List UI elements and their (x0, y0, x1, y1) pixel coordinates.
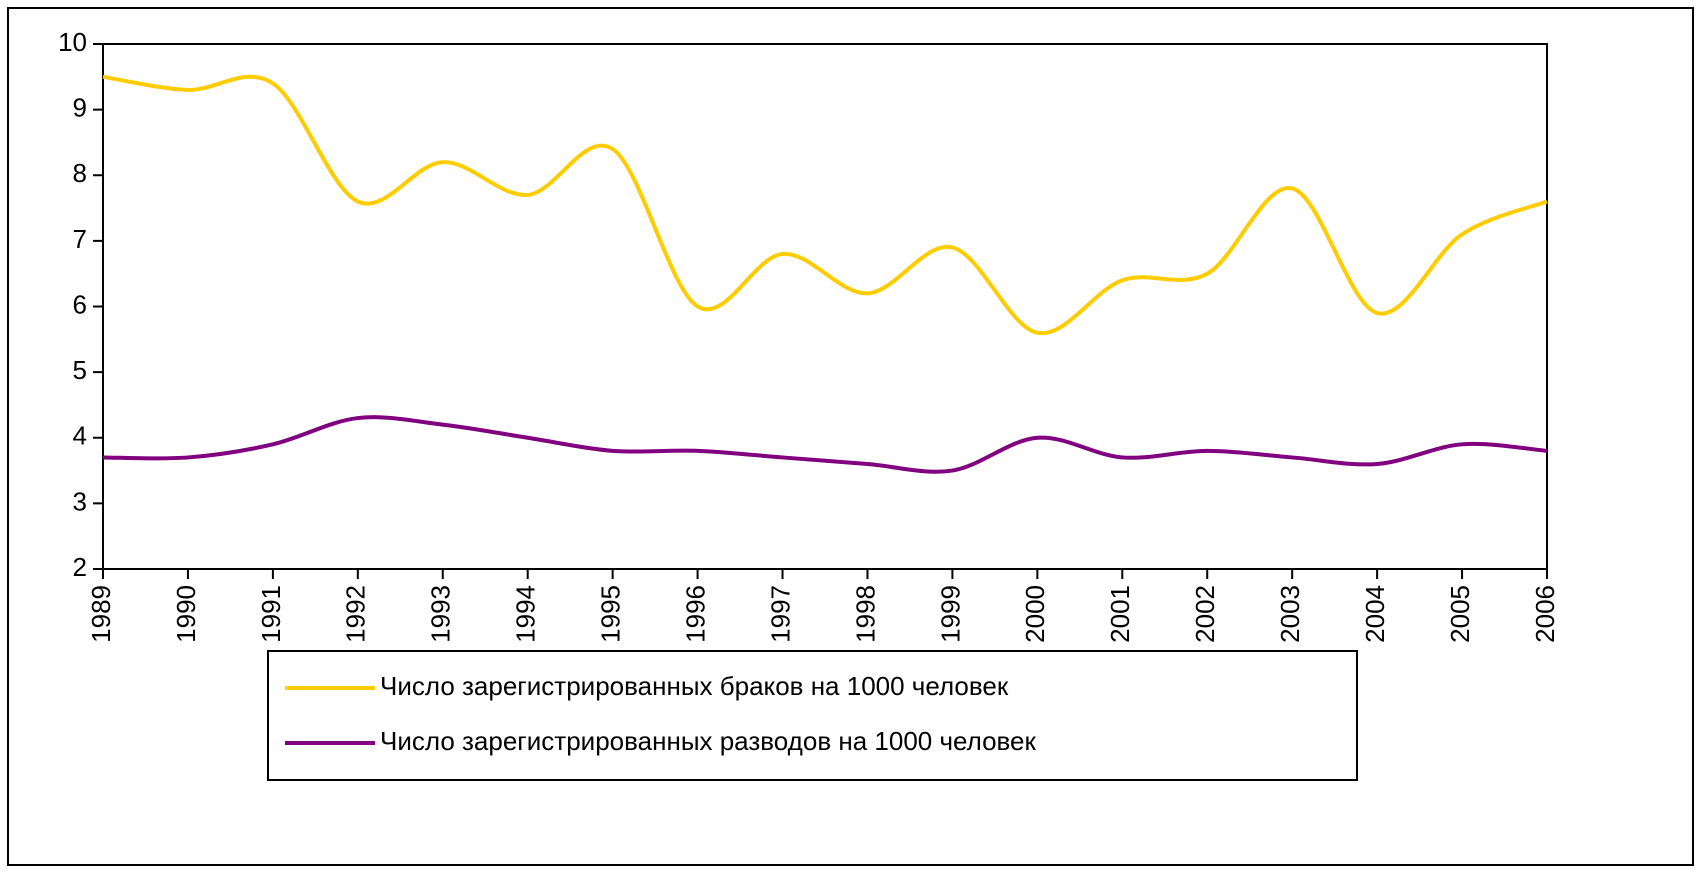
y-tick-label: 6 (73, 289, 87, 319)
x-tick-label: 1994 (511, 585, 541, 643)
x-tick-label: 2000 (1020, 585, 1050, 643)
legend-label: Число зарегистрированных разводов на 100… (380, 726, 1037, 756)
y-tick-label: 2 (73, 552, 87, 582)
x-tick-label: 2006 (1530, 585, 1560, 643)
x-tick-label: 2002 (1190, 585, 1220, 643)
y-tick-label: 7 (73, 224, 87, 254)
x-tick-label: 2003 (1275, 585, 1305, 643)
series-line (102, 415, 1548, 474)
x-tick-label: 1989 (86, 585, 116, 643)
x-tick-label: 1998 (850, 585, 880, 643)
y-tick-label: 4 (73, 421, 87, 451)
legend-box (267, 650, 1358, 781)
x-tick-label: 2001 (1105, 585, 1135, 643)
y-tick-label: 5 (73, 355, 87, 385)
legend-label: Число зарегистрированных браков на 1000 … (380, 671, 1009, 701)
x-tick-label: 1999 (935, 585, 965, 643)
y-tick-label: 10 (58, 27, 87, 57)
x-tick-label: 2005 (1445, 585, 1475, 643)
y-tick-label: 8 (73, 158, 87, 188)
x-tick-label: 1997 (765, 585, 795, 643)
x-tick-label: 1992 (341, 585, 371, 643)
series-line (102, 74, 1548, 335)
x-tick-label: 1996 (680, 585, 710, 643)
x-tick-label: 1995 (596, 585, 626, 643)
y-tick-label: 9 (73, 93, 87, 123)
x-tick-label: 1993 (426, 585, 456, 643)
x-tick-label: 1990 (171, 585, 201, 643)
x-tick-label: 2004 (1360, 585, 1390, 643)
x-tick-label: 1991 (256, 585, 286, 643)
y-tick-label: 3 (73, 486, 87, 516)
